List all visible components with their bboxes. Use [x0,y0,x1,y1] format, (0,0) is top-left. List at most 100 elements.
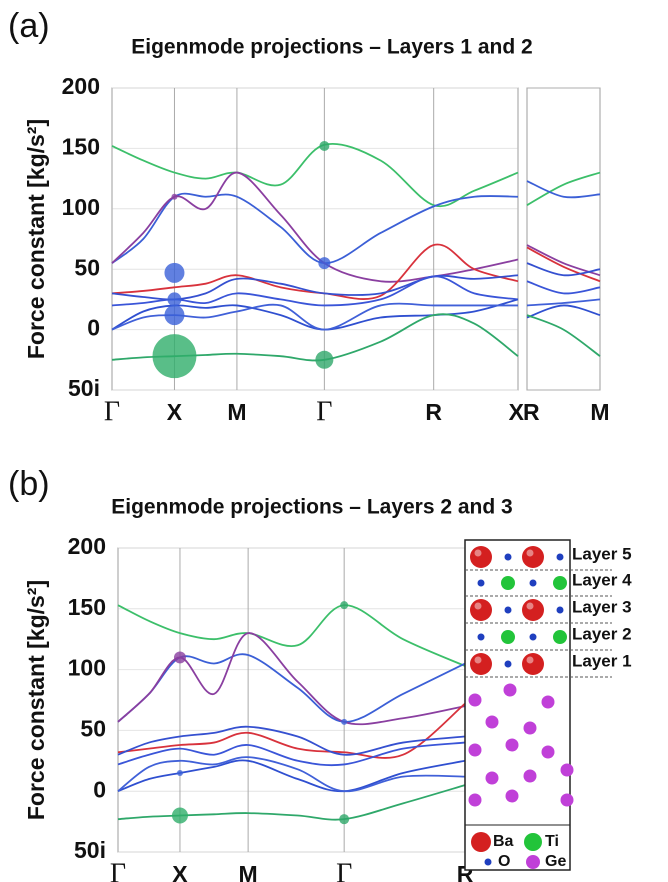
band-line [526,171,601,206]
layer-label: Layer 5 [572,544,632,563]
chart-title: Eigenmode projections – Layers 2 and 3 [111,496,512,519]
oxygen-atom [504,606,512,614]
x-tick-label: M [227,399,246,425]
germanium-atom [505,789,519,803]
y-tick-label: 100 [62,194,100,220]
y-tick-label: 50 [80,715,106,741]
band-line [117,702,466,759]
germanium-atom [485,715,499,729]
germanium-atom [560,793,574,807]
barium-atom [522,599,544,621]
oxygen-atom [504,660,512,668]
y-tick-label: 50i [74,837,106,863]
legend-label: Ge [545,853,566,870]
barium-atom [522,653,544,675]
germanium-atom [541,745,555,759]
structure-inset [464,539,571,871]
germanium-atom [468,793,482,807]
band-line [111,243,519,300]
layer-label: Layer 4 [572,570,632,589]
titanium-atom [553,576,567,590]
projection-marker [319,140,330,151]
germanium-atom [523,721,537,735]
band-line [111,142,519,208]
germanium-atom [523,769,537,783]
band-line [117,725,466,756]
x-tick-label: X [509,399,525,425]
legend-label: O [498,853,510,870]
band-line [117,632,466,726]
projection-marker [315,350,334,369]
titanium-atom [501,630,515,644]
oxygen-atom [477,633,485,641]
barium-atom [522,546,544,568]
germanium-atom [485,771,499,785]
x-tick-label: Γ [110,858,126,882]
barium-atom [470,653,492,675]
band-line [526,180,601,199]
band-line [111,192,519,265]
oxygen-atom [556,553,564,561]
oxygen-atom [477,579,485,587]
band-line [117,604,466,667]
legend-label: Ba [493,833,514,850]
band-line [526,262,601,277]
titanium-atom [501,576,515,590]
x-tick-label: M [590,399,609,425]
projection-marker [171,193,178,200]
y-tick-label: 200 [62,73,100,99]
band-line [117,784,466,821]
germanium-atom [468,743,482,757]
y-tick-label: 200 [68,533,106,559]
atom-highlight [474,656,482,664]
barium-atom [470,599,492,621]
projection-marker [164,305,185,326]
y-axis-label: Force constant [kg/s²] [23,580,49,820]
oxygen-atom [529,633,537,641]
y-tick-label: 0 [93,776,106,802]
band-line [526,244,601,277]
chart-title: Eigenmode projections – Layers 1 and 2 [131,36,532,59]
band-line [526,280,601,295]
y-tick-label: 50i [68,375,100,401]
titanium-atom [553,630,567,644]
band-line [111,171,519,283]
layer-label: Layer 1 [572,651,632,670]
panel-label: (b) [8,465,50,503]
projection-marker [152,334,197,379]
y-tick-label: 150 [62,133,100,159]
projection-marker [339,814,350,825]
band-line [117,756,466,793]
projection-marker [318,257,331,270]
oxygen-atom [529,579,537,587]
legend-swatch [524,833,542,851]
atom-highlight [474,549,482,557]
band-line [526,304,601,319]
projection-marker [164,262,185,283]
layer-label: Layer 3 [572,597,632,616]
y-axis-label: Force constant [kg/s²] [23,119,49,359]
x-tick-label: R [425,399,442,425]
projection-marker [341,718,348,725]
germanium-atom [468,693,482,707]
x-tick-label: R [523,399,540,425]
x-tick-label: Γ [336,858,352,882]
legend-label: Ti [545,833,559,850]
projection-marker [340,601,349,610]
legend-swatch [526,855,540,869]
germanium-atom [503,683,517,697]
band-line [526,246,601,283]
y-tick-label: 100 [68,655,106,681]
germanium-atom [560,763,574,777]
y-tick-label: 0 [87,315,100,341]
barium-atom [470,546,492,568]
layer-label: Layer 2 [572,624,632,643]
legend-swatch [484,858,492,866]
x-tick-label: Γ [104,396,120,427]
germanium-atom [505,738,519,752]
plot-frame [117,547,466,853]
band-line [117,759,466,793]
y-tick-label: 50 [74,254,100,280]
atom-highlight [526,549,534,557]
